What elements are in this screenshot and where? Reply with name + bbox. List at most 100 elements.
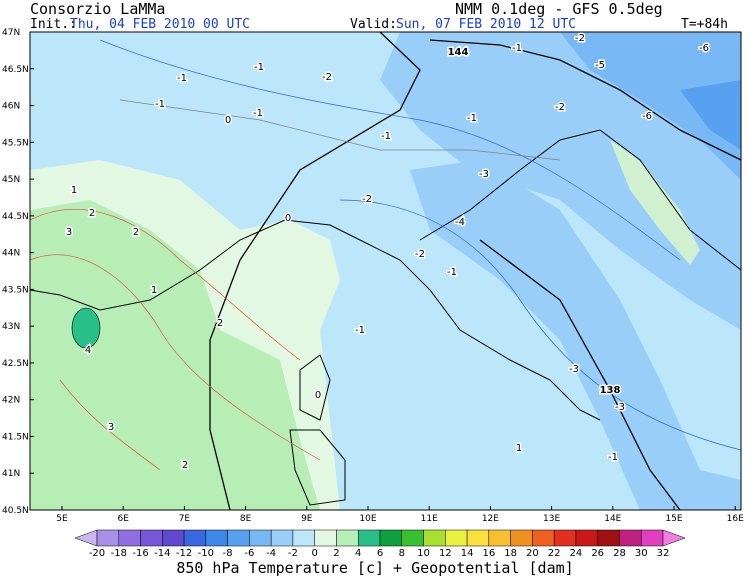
colorbar-label: 26 [591, 548, 604, 559]
coastline [29, 219, 601, 421]
contour-label: -1 [253, 108, 263, 119]
colorbar-label: -2 [288, 548, 298, 559]
temperature-contour [59, 379, 161, 471]
colorbar: -20 -18 -16 -14 -12 -10 -8 -6 -4 -2 0 2 4 6 8 10 12 14 16 1… [74, 529, 686, 559]
colorbar-swatch [314, 529, 337, 547]
colorbar-label: 6 [377, 548, 383, 559]
colorbar-label: -14 [154, 548, 170, 559]
contour-label: -1 [608, 452, 618, 463]
temperature-contour [29, 209, 301, 361]
colorbar-label: 12 [439, 548, 452, 559]
lon-label: 5E [56, 514, 68, 524]
geopotential-contour [479, 239, 681, 511]
lat-label: 44.5N [2, 212, 29, 222]
temperature-contour [339, 199, 742, 451]
colorbar-swatch [532, 529, 555, 547]
colorbar-label: 2 [333, 548, 339, 559]
map-lines [29, 31, 742, 511]
contour-label: -1 [355, 325, 365, 336]
colorbar-label: 18 [504, 548, 517, 559]
colorbar-swatch [553, 529, 577, 547]
map-fields [30, 32, 741, 510]
colorbar-swatch [640, 529, 664, 547]
contour-label: -1 [467, 113, 477, 124]
contour-label: -6 [642, 111, 652, 122]
init-label: Init.: [30, 17, 77, 32]
lon-label: 13E [543, 514, 560, 524]
colorbar-label: -12 [176, 548, 192, 559]
colorbar-swatch [183, 529, 207, 547]
colorbar-label: -6 [244, 548, 254, 559]
contour-label: -1 [381, 131, 391, 142]
contour-label: -1 [447, 267, 457, 278]
contour-label: 2 [89, 208, 95, 219]
lon-label: 7E [179, 514, 191, 524]
colorbar-arrow [662, 529, 686, 547]
colorbar-label: 32 [657, 548, 670, 559]
contour-label: 2 [217, 318, 223, 329]
contour-label: 3 [108, 422, 114, 433]
colorbar-label: 16 [482, 548, 495, 559]
colorbar-swatch [488, 529, 511, 547]
contour-label: 144 [448, 47, 469, 58]
colorbar-swatch [336, 529, 359, 547]
temperature-contour [99, 39, 681, 261]
colorbar-label: 28 [613, 548, 626, 559]
contour-label: 2 [133, 227, 139, 238]
lead-time: T=+84h [681, 17, 728, 32]
field-balkan-coast [610, 140, 700, 265]
colorbar-arrow [74, 529, 98, 547]
lat-label: 46.5N [2, 65, 29, 75]
colorbar-swatch [597, 529, 620, 547]
island [289, 429, 346, 506]
lon-label: 9E [301, 514, 313, 524]
colorbar-label: 30 [635, 548, 648, 559]
contour-label: 0 [315, 390, 321, 401]
lon-label: 15E [665, 514, 682, 524]
field-colder [560, 32, 741, 180]
colorbar-swatch [140, 529, 163, 547]
colorbar-label: 14 [461, 548, 474, 559]
colorbar-swatch [619, 529, 642, 547]
map-frame [29, 31, 742, 511]
colorbar-label: -16 [132, 548, 148, 559]
colorbar-label: 8 [399, 548, 405, 559]
contour-label: 1 [71, 185, 77, 196]
lat-label: 45.5N [2, 138, 29, 148]
contour-label: -3 [615, 402, 625, 413]
colorbar-swatch [270, 529, 294, 547]
lon-label: 12E [482, 514, 499, 524]
colorbar-swatch [96, 529, 120, 547]
lat-label: 42N [2, 396, 20, 406]
colorbar-swatch [445, 529, 468, 547]
lon-label: 16E [727, 514, 744, 524]
contour-label: 1 [516, 443, 522, 454]
colorbar-swatch [292, 529, 315, 547]
lon-label: 6E [117, 514, 129, 524]
valid-label: Valid: [350, 17, 397, 32]
colorbar-label: -18 [111, 548, 127, 559]
contour-label: 138 [600, 385, 621, 396]
lat-label: 46N [2, 102, 20, 112]
contour-label: -2 [322, 72, 332, 83]
colorbar-label: -4 [266, 548, 276, 559]
colorbar-swatch [118, 529, 141, 547]
colorbar-label: 24 [570, 548, 583, 559]
geopotential-contour [209, 31, 421, 511]
field-cold-adriatic [410, 160, 741, 510]
colorbar-label: 10 [417, 548, 430, 559]
contour-label: -3 [569, 364, 579, 375]
lat-label: 47N [2, 28, 20, 38]
contour-label: -4 [455, 217, 465, 228]
lat-label: 44N [2, 249, 20, 259]
lon-label: 10E [359, 514, 376, 524]
valid-time: Sun, 07 FEB 2010 12 UTC [396, 17, 576, 32]
border [119, 99, 561, 161]
colorbar-label: 20 [526, 548, 539, 559]
contour-label: -1 [177, 73, 187, 84]
field-coldest [680, 80, 741, 150]
contour-label: -1 [254, 62, 264, 73]
contour-label: 0 [225, 115, 231, 126]
colorbar-label: -10 [198, 548, 214, 559]
